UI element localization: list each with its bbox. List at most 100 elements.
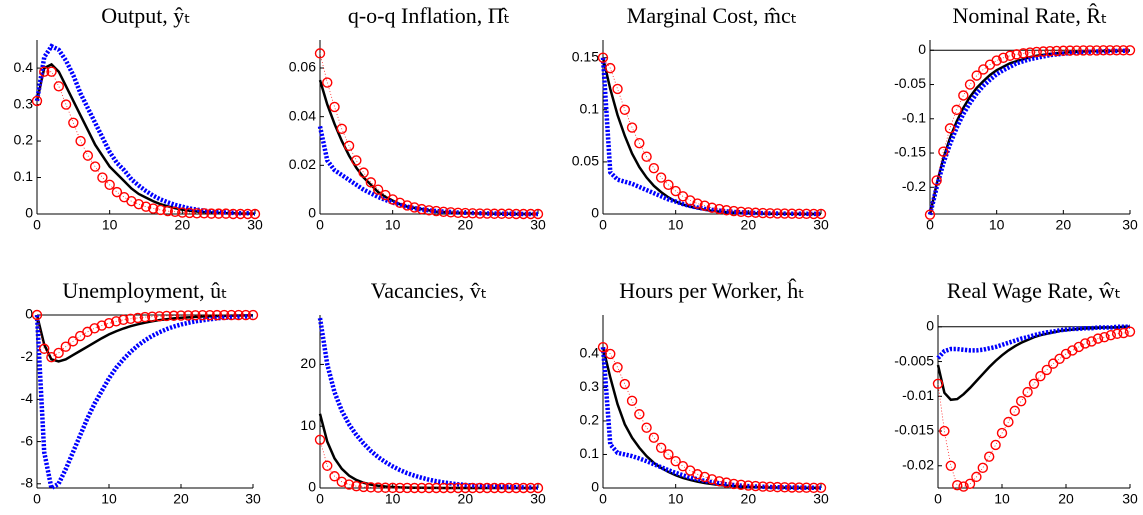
series-marker [764, 481, 776, 493]
series-marker [1124, 326, 1136, 337]
series-marker [1084, 45, 1096, 56]
series-marker [146, 311, 158, 322]
series-marker [939, 425, 950, 437]
series-marker [1064, 45, 1076, 56]
series-marker [786, 208, 798, 219]
x-tick-label: 30 [247, 217, 263, 233]
series-marker [619, 378, 630, 390]
series-marker [67, 336, 79, 347]
series-marker [162, 205, 174, 217]
x-tick-label: 20 [1058, 491, 1074, 507]
series-marker [1099, 332, 1110, 343]
series-marker [525, 208, 536, 220]
series-line [937, 331, 1131, 487]
x-tick-label: 20 [741, 217, 757, 233]
series-marker [31, 95, 43, 107]
series-marker [772, 481, 783, 493]
series-marker [977, 462, 988, 474]
series-marker [445, 482, 456, 494]
series-marker [155, 204, 166, 216]
series-marker [1079, 338, 1091, 349]
y-tick-label: 0 [591, 479, 599, 495]
series-marker [634, 409, 645, 420]
series-marker [958, 90, 969, 101]
series-marker [1073, 341, 1085, 353]
series-marker [597, 341, 609, 353]
series-line [319, 439, 538, 489]
series-marker [706, 202, 718, 213]
series-marker [1098, 45, 1109, 56]
y-tick-label: 0.15 [572, 48, 599, 64]
y-tick-label: -6 [21, 432, 34, 448]
series-marker [197, 310, 208, 321]
series-marker [728, 478, 739, 490]
series-marker [148, 203, 159, 214]
series-marker [380, 482, 391, 493]
series-marker [801, 482, 812, 493]
y-tick-label: -0.2 [902, 178, 926, 194]
series-line [600, 57, 821, 217]
series-marker [31, 309, 43, 321]
series-marker [452, 207, 464, 218]
series-marker [474, 208, 486, 219]
series-marker [53, 81, 64, 92]
series-marker [343, 479, 355, 490]
y-tick-label: 0.3 [580, 378, 600, 394]
series-marker [1031, 46, 1042, 58]
series-marker [247, 309, 259, 321]
series-line [35, 314, 254, 363]
y-tick-label: 0.1 [14, 168, 34, 184]
chart-title: Real Wage Rate, ŵₜ [947, 278, 1121, 303]
series-line [34, 43, 256, 216]
y-tick-label: -0.005 [894, 352, 934, 368]
series-marker [964, 478, 976, 490]
series-line [601, 57, 821, 216]
x-tick-label: 10 [668, 217, 684, 233]
x-tick-label: 0 [33, 217, 41, 233]
series-marker [351, 155, 362, 166]
chart-title: Marginal Cost, m̂cₜ [627, 3, 797, 28]
series-marker [460, 207, 471, 219]
series-marker [39, 343, 50, 354]
y-tick-label: 0.1 [580, 445, 600, 461]
series-marker [416, 482, 427, 494]
y-tick-label: 0.2 [580, 412, 600, 428]
x-tick-label: 10 [385, 217, 401, 233]
x-tick-label: 30 [1122, 217, 1138, 233]
series-marker [161, 310, 172, 322]
series-marker [365, 177, 377, 188]
series-marker [786, 482, 798, 493]
series-marker [692, 198, 703, 209]
x-tick-label: 10 [989, 217, 1005, 233]
x-tick-label: 0 [926, 217, 934, 233]
y-tick-label: 10 [300, 417, 316, 433]
series-marker [634, 137, 645, 149]
series-marker [1022, 386, 1033, 398]
series-marker [445, 207, 456, 218]
x-tick-label: 20 [175, 217, 191, 233]
x-tick-label: 30 [1122, 491, 1138, 507]
series-marker [89, 323, 100, 334]
x-tick-label: 30 [813, 217, 829, 233]
series-marker [1024, 47, 1036, 58]
series-marker [699, 200, 710, 211]
series-marker [336, 476, 347, 488]
series-marker [951, 104, 962, 116]
series-marker [218, 309, 230, 321]
series-marker [467, 482, 478, 494]
y-tick-label: -4 [21, 390, 34, 406]
y-tick-label: 0.02 [289, 156, 316, 172]
series-marker [808, 208, 819, 220]
series-marker [743, 480, 754, 491]
series-marker [489, 482, 500, 494]
series-marker [409, 202, 420, 213]
series-marker [1105, 329, 1117, 341]
series-marker [175, 310, 187, 321]
series-marker [423, 205, 435, 216]
series-marker [242, 208, 253, 220]
series-marker [525, 482, 536, 494]
series-line [317, 317, 539, 490]
series-marker [971, 471, 982, 483]
series-marker [808, 482, 819, 493]
series-line [318, 79, 538, 216]
